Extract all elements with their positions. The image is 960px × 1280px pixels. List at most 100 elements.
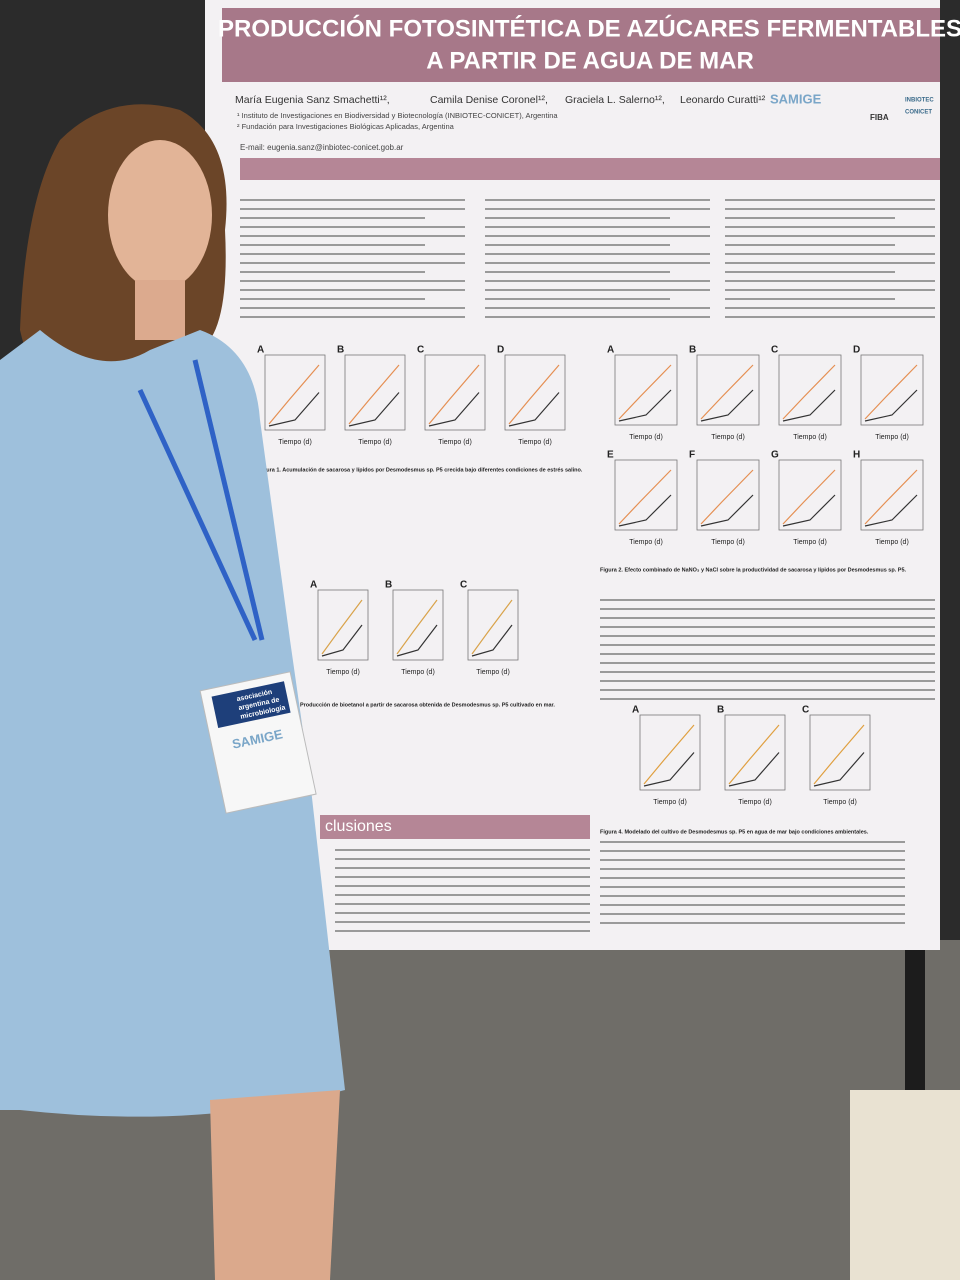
figure-panel (696, 354, 760, 426)
curve-decor (782, 494, 836, 527)
panel-letter: D (497, 345, 504, 356)
curve-decor (700, 364, 754, 420)
axis-label: Tiempo (d) (711, 434, 745, 441)
curve-decor (321, 624, 363, 657)
easel-leg (905, 930, 925, 1090)
logo-text: INBIOTEC (905, 98, 934, 104)
figure-panel (639, 714, 701, 791)
figure-panel (614, 459, 678, 531)
panel-letter: H (853, 450, 860, 461)
curve-decor (348, 392, 400, 427)
axis-label: Tiempo (d) (476, 669, 510, 676)
author: María Eugenia Sanz Smachetti¹², (235, 94, 390, 106)
curve-decor (728, 724, 780, 785)
poster-title: A PARTIR DE AGUA DE MAR (426, 47, 754, 74)
axis-label: Tiempo (d) (438, 439, 472, 446)
axis-label: Tiempo (d) (629, 434, 663, 441)
face (108, 140, 212, 290)
panel-letter: B (337, 345, 344, 356)
figure-panel (860, 354, 924, 426)
panel-letter: E (607, 450, 614, 461)
curve-decor (348, 364, 400, 425)
section-bar (320, 815, 590, 839)
curve-decor (700, 469, 754, 525)
curve-decor (643, 752, 695, 787)
curve-decor (618, 494, 672, 527)
curve-decor (782, 469, 836, 525)
axis-label: Tiempo (d) (738, 799, 772, 806)
curve-decor (428, 392, 480, 427)
lanyard (137, 388, 258, 642)
panel-letter: F (689, 450, 695, 461)
author: Leonardo Curatti¹² (680, 94, 766, 106)
curve-decor (508, 364, 560, 425)
figure-panel (317, 589, 369, 661)
curve-decor (728, 752, 780, 787)
author: Camila Denise Coronel¹², (430, 94, 548, 106)
figure-panel (614, 354, 678, 426)
panel-letter: C (771, 345, 778, 356)
figure-panel (504, 354, 566, 431)
panel-letter: A (310, 580, 317, 591)
figures: A Tiempo (d) B Tiempo (d) C Tiempo (d) D Tiempo… (257, 345, 924, 835)
panel-letter: C (417, 345, 424, 356)
curve-decor (396, 624, 438, 657)
badge-logo-band (211, 681, 291, 728)
poster-text: PRODUCCIÓN FOTOSINTÉTICA DE AZÚCARES FER… (218, 14, 960, 932)
axis-label: Tiempo (d) (278, 439, 312, 446)
panel-letter: C (460, 580, 467, 591)
figure-panel (809, 714, 871, 791)
axis-label: Tiempo (d) (629, 539, 663, 546)
panel-letter: D (853, 345, 860, 356)
header-bar (240, 158, 940, 180)
curve-decor (643, 724, 695, 785)
neck (135, 280, 185, 340)
axis-label: Tiempo (d) (326, 669, 360, 676)
axis-label: Tiempo (d) (358, 439, 392, 446)
panel-letter: B (385, 580, 392, 591)
curve-decor (618, 469, 672, 525)
curve-decor (471, 599, 513, 655)
panel-letter: B (717, 705, 724, 716)
panel-letter: C (802, 705, 809, 716)
figure-panel (344, 354, 406, 431)
lanyard (192, 359, 265, 641)
panel-letter: A (607, 345, 614, 356)
logo-text: FIBA (870, 113, 889, 122)
axis-label: Tiempo (d) (518, 439, 552, 446)
curve-decor (700, 494, 754, 527)
title-band (222, 8, 940, 82)
curve-decor (864, 494, 918, 527)
axis-label: Tiempo (d) (711, 539, 745, 546)
curve-decor (782, 364, 836, 420)
tote-bag (850, 1090, 960, 1280)
figure-panel (778, 354, 842, 426)
curve-decor (618, 389, 672, 422)
curve-decor (782, 389, 836, 422)
panel-letter: B (689, 345, 696, 356)
figure-panel (860, 459, 924, 531)
logo-text: CONICET (905, 110, 932, 116)
figure-panel (724, 714, 786, 791)
curve-decor (508, 392, 560, 427)
axis-label: Tiempo (d) (653, 799, 687, 806)
axis-label: Tiempo (d) (793, 539, 827, 546)
figure-panel (467, 589, 519, 661)
axis-label: Tiempo (d) (875, 434, 909, 441)
poster-title: PRODUCCIÓN FOTOSINTÉTICA DE AZÚCARES FER… (218, 14, 960, 42)
curve-decor (813, 752, 865, 787)
panel-letter: G (771, 450, 779, 461)
figure-panel (424, 354, 486, 431)
curve-decor (618, 364, 672, 420)
figure-panel (696, 459, 760, 531)
figure-caption: Figura 1. Acumulación de sacarosa y lípi… (258, 467, 583, 473)
figure-panel (392, 589, 444, 661)
legs (210, 1090, 340, 1280)
panel-letter: A (257, 345, 264, 356)
section-heading: clusiones (325, 818, 392, 835)
axis-label: Tiempo (d) (823, 799, 857, 806)
axis-label: Tiempo (d) (793, 434, 827, 441)
axis-label: Tiempo (d) (875, 539, 909, 546)
